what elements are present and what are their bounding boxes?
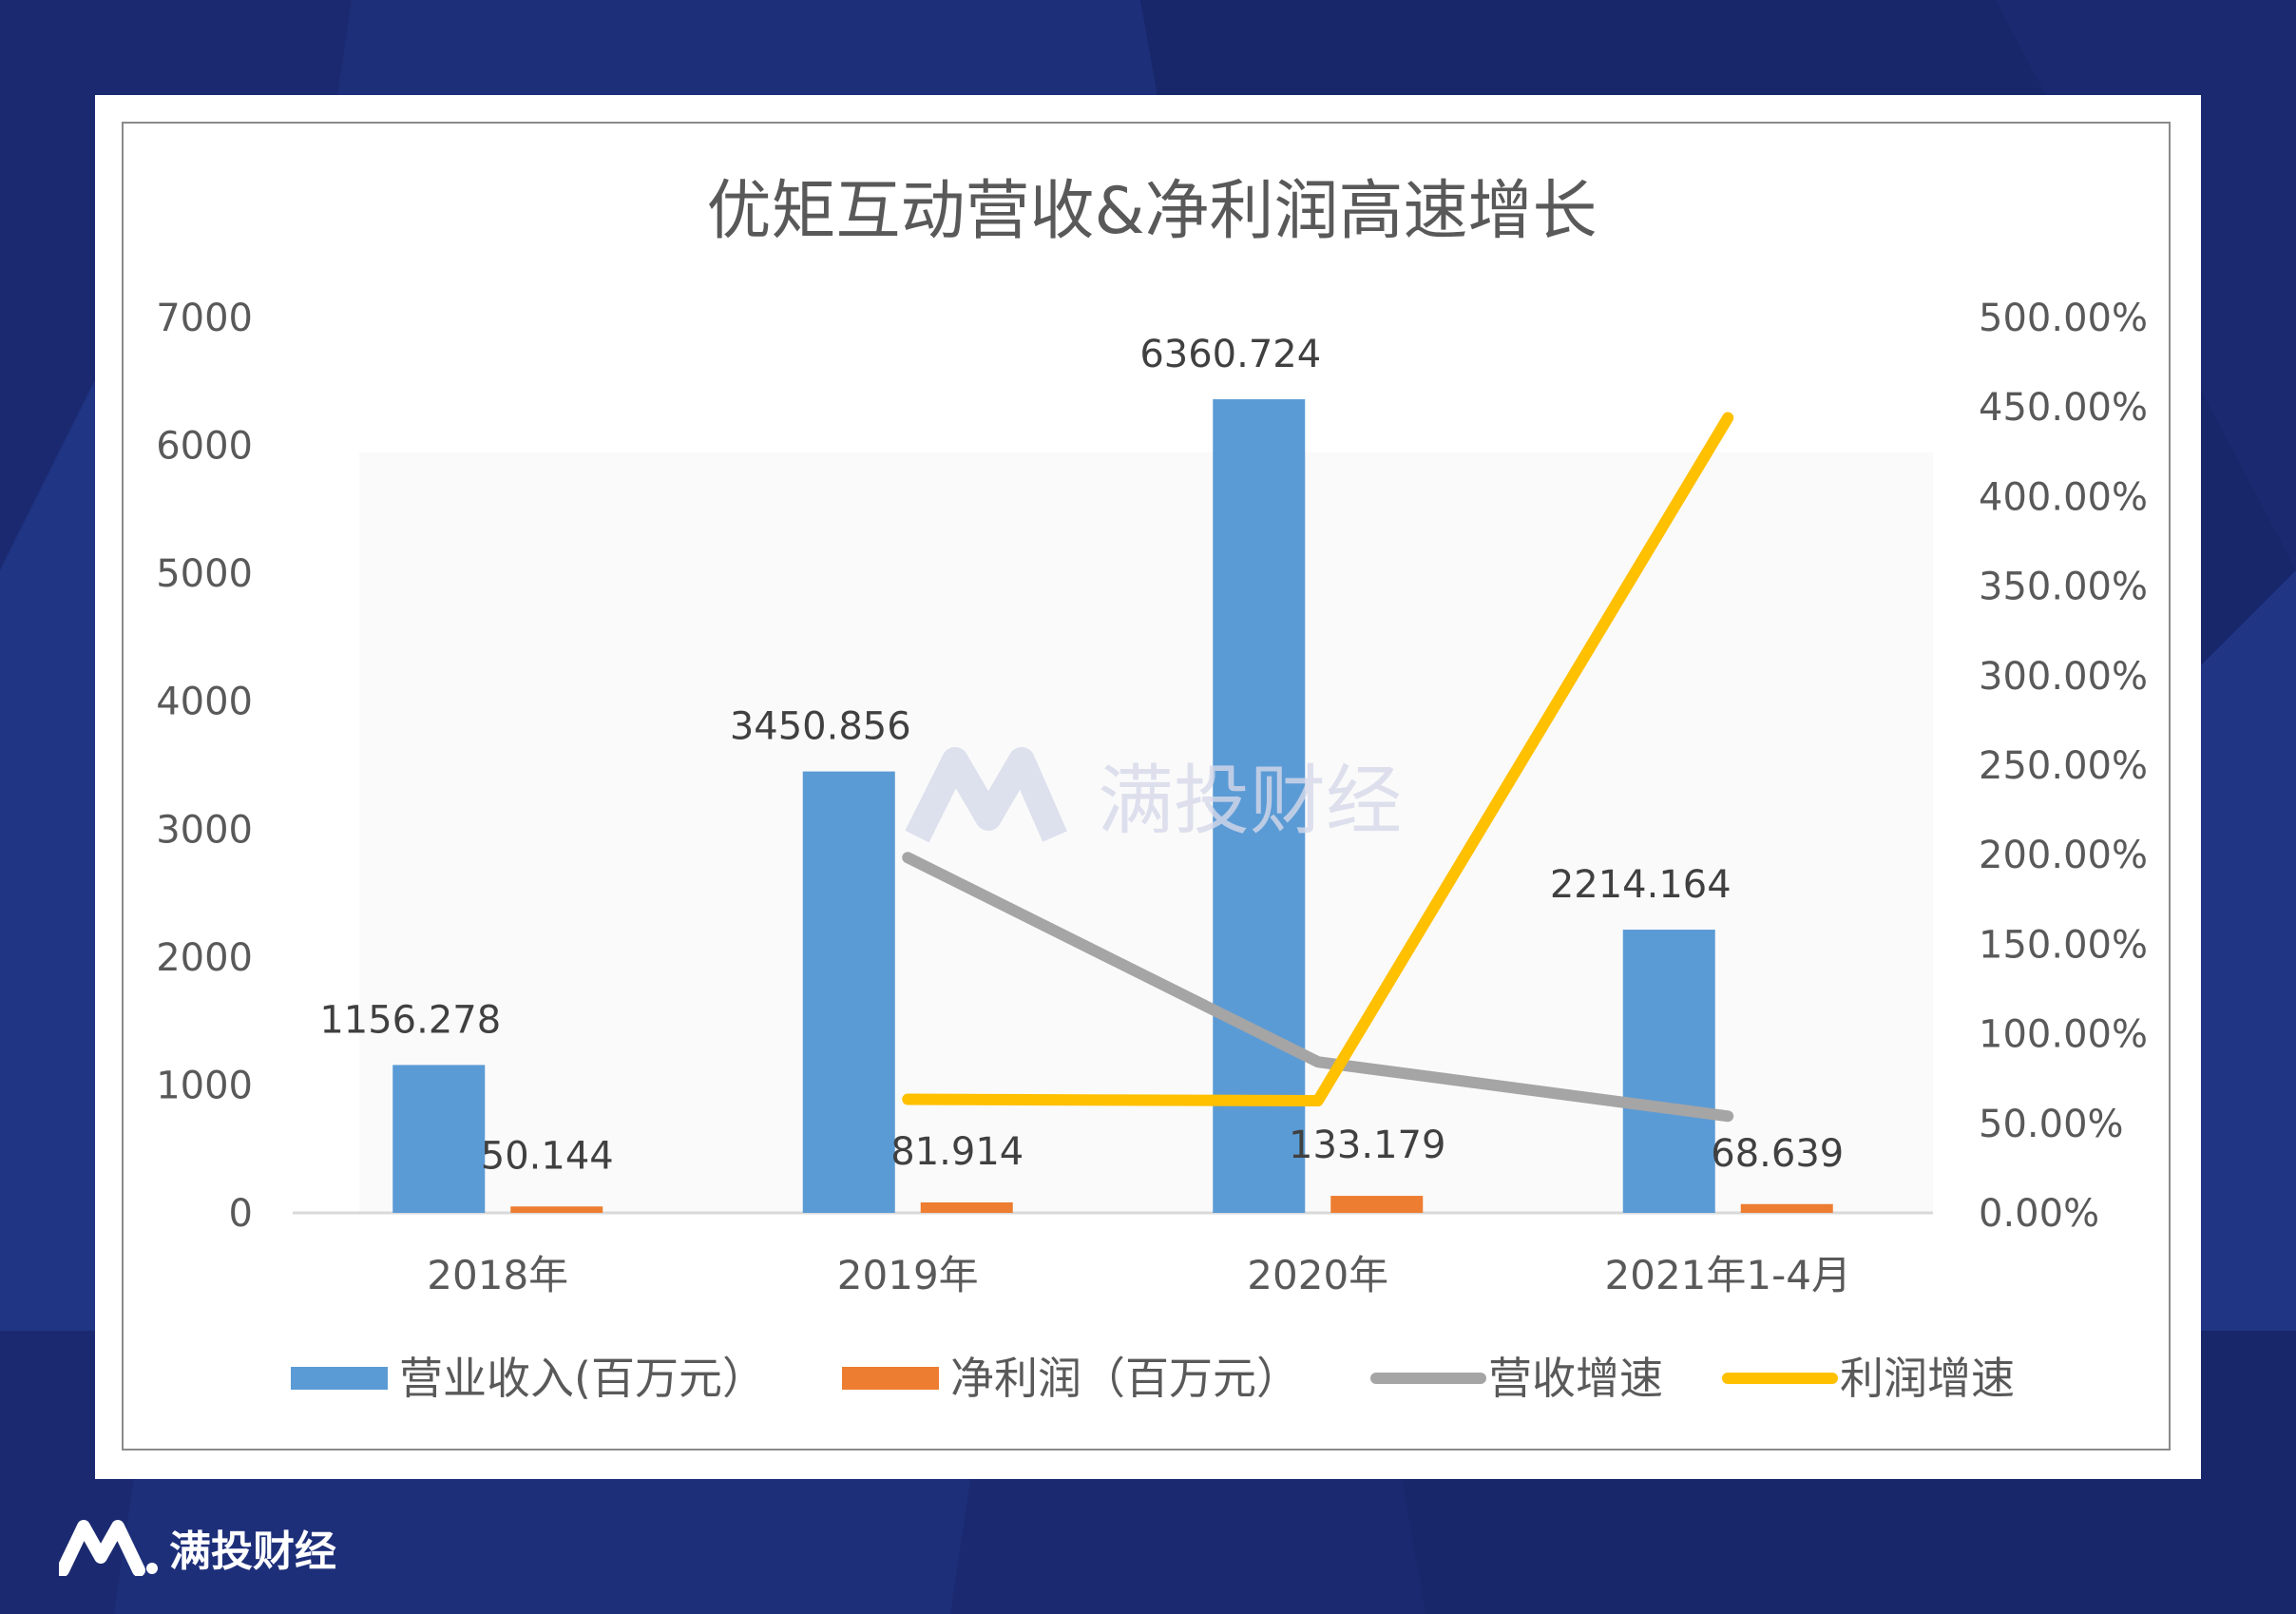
y-left-tick-label: 2000 (156, 936, 253, 980)
y-right-tick-label: 500.00% (1979, 297, 2148, 340)
x-tick-label: 2020年 (1247, 1252, 1388, 1298)
revenue-bar (392, 1065, 486, 1213)
legend-label: 营收增速 (1488, 1353, 1663, 1404)
profit-data-label: 133.179 (1289, 1124, 1445, 1167)
y-left-tick-label: 3000 (156, 808, 253, 852)
y-right-tick-label: 400.00% (1979, 475, 2148, 519)
y-left-tick-label: 0 (229, 1192, 253, 1236)
chart-frame (122, 122, 2171, 1451)
legend-label: 利润增速 (1840, 1353, 2015, 1404)
profit-data-label: 81.914 (890, 1130, 1024, 1174)
revenue-data-label: 6360.724 (1139, 333, 1321, 376)
profit-bar (1330, 1196, 1424, 1213)
revenue-data-label: 1156.278 (319, 998, 501, 1042)
brand-logo: 满投财经 (59, 1517, 336, 1578)
y-left-tick-label: 7000 (156, 297, 253, 340)
revenue-bar (802, 771, 895, 1213)
y-right-tick-label: 150.00% (1979, 923, 2148, 967)
legend-label: 营业收入(百万元） (399, 1353, 766, 1404)
y-right-tick-label: 450.00% (1979, 386, 2148, 430)
y-right-tick-label: 250.00% (1979, 744, 2148, 788)
x-tick-label: 2019年 (837, 1252, 979, 1298)
y-left-tick-label: 4000 (156, 681, 253, 724)
watermark-text: 满投财经 (1098, 757, 1402, 845)
y-right-tick-label: 300.00% (1979, 655, 2148, 699)
legend-swatch (291, 1367, 388, 1390)
profit-data-label: 68.639 (1711, 1132, 1844, 1176)
revenue-data-label: 2214.164 (1550, 863, 1732, 907)
watermark-logo-icon (905, 747, 1067, 843)
y-right-tick-label: 0.00% (1979, 1192, 2099, 1236)
profit-data-label: 50.144 (481, 1134, 614, 1178)
y-left-tick-label: 5000 (156, 552, 253, 596)
x-tick-label: 2018年 (427, 1252, 568, 1298)
revenue-bar (1213, 399, 1306, 1213)
y-right-tick-label: 350.00% (1979, 566, 2148, 609)
brand-name: 满投财经 (169, 1528, 336, 1576)
profit-bar (920, 1201, 1013, 1213)
y-left-tick-label: 1000 (156, 1064, 253, 1107)
chart-title: 优矩互动营收&净利润高速增长 (706, 174, 1597, 249)
y-left-tick-label: 6000 (156, 425, 253, 469)
profit-growth-line (902, 412, 1734, 1107)
revenue-data-label: 3450.856 (730, 705, 911, 749)
revenue-bar (1622, 930, 1715, 1213)
revenue-growth-line (902, 852, 1734, 1123)
legend-label: 净利润（百万元） (950, 1353, 1300, 1404)
logo-icon (59, 1520, 158, 1576)
x-tick-label: 2021年1-4月 (1605, 1252, 1852, 1298)
y-right-tick-label: 100.00% (1979, 1013, 2148, 1057)
y-right-tick-label: 50.00% (1979, 1103, 2124, 1146)
y-right-tick-label: 200.00% (1979, 834, 2148, 877)
profit-bar (1740, 1203, 1833, 1213)
legend-swatch (842, 1367, 939, 1390)
profit-bar (510, 1206, 603, 1213)
